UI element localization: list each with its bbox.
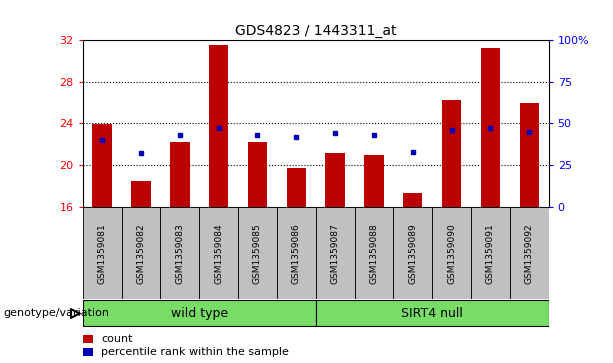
Bar xyxy=(316,207,354,299)
Text: GSM1359083: GSM1359083 xyxy=(175,223,185,284)
Text: GSM1359090: GSM1359090 xyxy=(447,223,456,284)
Bar xyxy=(83,348,93,356)
Text: GSM1359082: GSM1359082 xyxy=(137,223,145,284)
Title: GDS4823 / 1443311_at: GDS4823 / 1443311_at xyxy=(235,24,397,37)
Text: percentile rank within the sample: percentile rank within the sample xyxy=(101,347,289,357)
Bar xyxy=(481,48,500,207)
Bar xyxy=(93,125,112,207)
Bar xyxy=(248,142,267,207)
Bar xyxy=(432,207,471,299)
Bar xyxy=(238,207,277,299)
Text: genotype/variation: genotype/variation xyxy=(3,308,109,318)
Bar xyxy=(161,207,199,299)
Bar xyxy=(510,207,549,299)
Bar xyxy=(519,102,539,207)
Text: SIRT4 null: SIRT4 null xyxy=(402,307,463,319)
Bar xyxy=(131,181,151,207)
Bar xyxy=(277,207,316,299)
Text: GSM1359081: GSM1359081 xyxy=(97,223,107,284)
Bar xyxy=(121,207,161,299)
Bar xyxy=(326,152,345,207)
Bar xyxy=(209,45,228,207)
Bar xyxy=(403,193,422,207)
Bar xyxy=(354,207,394,299)
Bar xyxy=(83,300,316,326)
Bar xyxy=(170,142,189,207)
Bar xyxy=(471,207,510,299)
Text: GSM1359092: GSM1359092 xyxy=(525,223,534,284)
Text: GSM1359084: GSM1359084 xyxy=(214,223,223,284)
Text: GSM1359089: GSM1359089 xyxy=(408,223,417,284)
Bar xyxy=(287,168,306,207)
Bar xyxy=(316,300,549,326)
Bar xyxy=(364,155,384,207)
Text: count: count xyxy=(101,334,133,344)
Text: GSM1359091: GSM1359091 xyxy=(486,223,495,284)
Text: GSM1359087: GSM1359087 xyxy=(330,223,340,284)
Bar xyxy=(442,101,462,207)
Text: GSM1359088: GSM1359088 xyxy=(370,223,378,284)
Bar xyxy=(199,207,238,299)
Text: GSM1359086: GSM1359086 xyxy=(292,223,301,284)
Text: GSM1359085: GSM1359085 xyxy=(253,223,262,284)
Bar xyxy=(83,207,121,299)
Text: wild type: wild type xyxy=(170,307,228,319)
Bar xyxy=(83,335,93,343)
Bar xyxy=(394,207,432,299)
